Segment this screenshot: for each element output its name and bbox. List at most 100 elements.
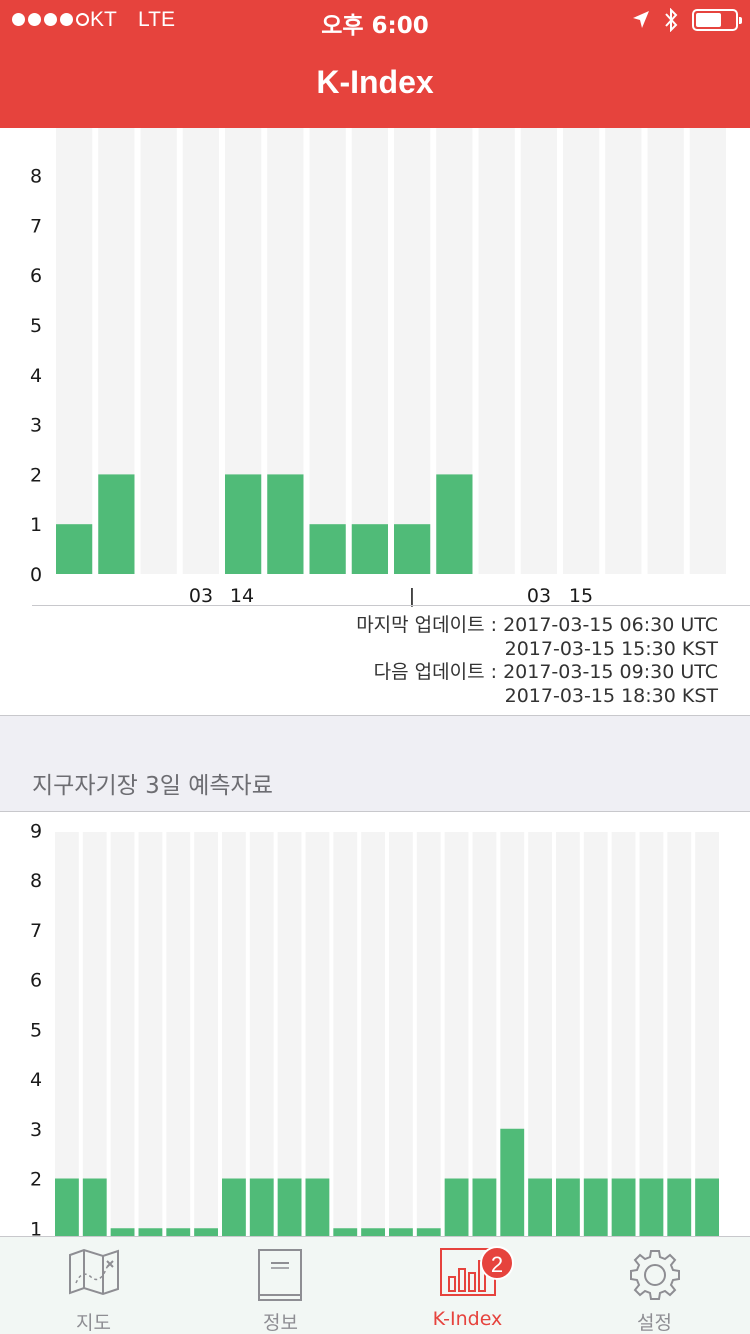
- last-update-utc: 마지막 업데이트 : 2017-03-15 06:30 UTC: [356, 614, 718, 636]
- k-index-bar: [394, 524, 431, 574]
- bar-track: [583, 832, 608, 1237]
- bar-track: [140, 128, 177, 574]
- k-index-bar: [277, 1178, 302, 1237]
- bar-track: [309, 128, 346, 574]
- y-tick-label: 7: [30, 920, 42, 942]
- y-tick-label: 5: [30, 1019, 42, 1041]
- y-tick-label: 3: [30, 1119, 42, 1141]
- y-tick-label: 4: [30, 1069, 42, 1091]
- bar-track: [667, 832, 692, 1237]
- y-tick-label: 0: [30, 564, 42, 586]
- y-tick-label: 6: [30, 970, 42, 992]
- y-tick-label: 9: [30, 820, 42, 842]
- section-title: 지구자기장 3일 예측자료: [32, 773, 273, 799]
- bar-track: [528, 832, 552, 1237]
- bar-track: [647, 128, 684, 574]
- k-index-bar: [333, 1228, 358, 1237]
- tab-k-index[interactable]: 2 K-Index: [374, 1237, 561, 1334]
- tab-info-label: 정보: [263, 1312, 298, 1334]
- x-tick-label: 03: [189, 585, 213, 607]
- y-tick-label: 4: [30, 365, 42, 387]
- book-icon: [257, 1249, 302, 1301]
- bar-track: [194, 832, 218, 1237]
- k-index-bar: [110, 1228, 135, 1237]
- tab-settings[interactable]: 설정: [561, 1237, 748, 1334]
- bar-track: [689, 128, 726, 574]
- bar-track: [56, 128, 93, 574]
- network-type: LTE: [138, 8, 175, 31]
- bar-track: [138, 832, 163, 1237]
- k-index-bar: [444, 1178, 469, 1237]
- bar-track: [222, 832, 246, 1237]
- k-index-bar: [138, 1228, 163, 1237]
- status-time: 오후 6:00: [321, 13, 429, 39]
- tab-map-label: 지도: [76, 1312, 111, 1334]
- status-bar: KT LTE 오후 6:00: [0, 0, 750, 40]
- tab-map[interactable]: 지도: [0, 1237, 187, 1334]
- bar-track: [520, 128, 557, 574]
- top-bar: KT LTE 오후 6:00 K-Index: [0, 0, 750, 128]
- y-tick-label: 2: [30, 1169, 42, 1191]
- next-update-utc: 다음 업데이트 : 2017-03-15 09:30 UTC: [373, 661, 718, 683]
- y-tick-label: 3: [30, 415, 42, 437]
- tab-info[interactable]: 정보: [187, 1237, 374, 1334]
- battery-icon: [692, 9, 742, 31]
- x-tick-label: 15: [569, 585, 593, 607]
- k-index-bar: [225, 474, 262, 574]
- k-index-bar: [639, 1178, 664, 1237]
- tab-bar: 지도 정보 2 K-Index 설정: [0, 1236, 750, 1334]
- bar-track: [605, 128, 642, 574]
- bar-track: [394, 128, 431, 574]
- bar-track: [351, 128, 388, 574]
- bluetooth-icon: [665, 8, 678, 32]
- bar-track: [182, 128, 219, 574]
- k-index-bar: [305, 1178, 330, 1237]
- forecast-chart: 1 2 3 4 5 6 7 8 9: [0, 812, 750, 1237]
- k-index-chart: 0 1 2 3 4 5 6 7 8 03 14 | 03 15: [0, 128, 750, 608]
- x-tick-label: |: [409, 585, 415, 607]
- k-index-bar: [472, 1178, 497, 1237]
- bar-track: [389, 832, 413, 1237]
- k-index-bar: [309, 524, 346, 574]
- y-tick-label: 6: [30, 265, 42, 287]
- y-tick-label: 5: [30, 315, 42, 337]
- bar-track: [639, 832, 664, 1237]
- y-tick-label: 1: [30, 1218, 42, 1237]
- y-tick-label: 2: [30, 464, 42, 486]
- carrier-label: KT: [90, 8, 117, 31]
- bar-track: [166, 832, 191, 1237]
- k-index-bar: [98, 474, 135, 574]
- divider: [32, 605, 750, 606]
- bar-track: [563, 128, 600, 574]
- y-tick-label: 7: [30, 215, 42, 237]
- location-arrow-icon: [633, 11, 649, 28]
- k-index-bar: [528, 1178, 552, 1237]
- k-index-bar: [56, 524, 93, 574]
- k-index-bar: [55, 1178, 79, 1237]
- k-index-bar: [267, 474, 304, 574]
- signal-strength-icon: [12, 13, 89, 26]
- section-header: 지구자기장 3일 예측자료: [0, 715, 750, 812]
- y-tick-label: 8: [30, 870, 42, 892]
- map-icon: [68, 1248, 119, 1296]
- k-index-bar: [166, 1228, 191, 1237]
- page-title: K-Index: [316, 64, 434, 100]
- bar-track: [55, 832, 79, 1237]
- bar-track: [249, 832, 274, 1237]
- gear-icon: [629, 1250, 680, 1300]
- bar-track: [82, 832, 107, 1237]
- k-index-bar: [194, 1228, 218, 1237]
- y-tick-label: 8: [30, 166, 42, 188]
- k-index-bar: [667, 1178, 692, 1237]
- bar-track: [695, 832, 719, 1237]
- bar-track: [444, 832, 469, 1237]
- k-index-bar: [500, 1128, 525, 1237]
- k-index-bar: [583, 1178, 608, 1237]
- k-index-bar: [556, 1178, 580, 1237]
- next-update-kst: 2017-03-15 18:30 KST: [504, 684, 718, 707]
- bar-track: [472, 832, 497, 1237]
- x-tick-label: 03: [527, 585, 551, 607]
- bar-track: [611, 832, 636, 1237]
- k-index-bar: [82, 1178, 107, 1237]
- bar-track: [556, 832, 580, 1237]
